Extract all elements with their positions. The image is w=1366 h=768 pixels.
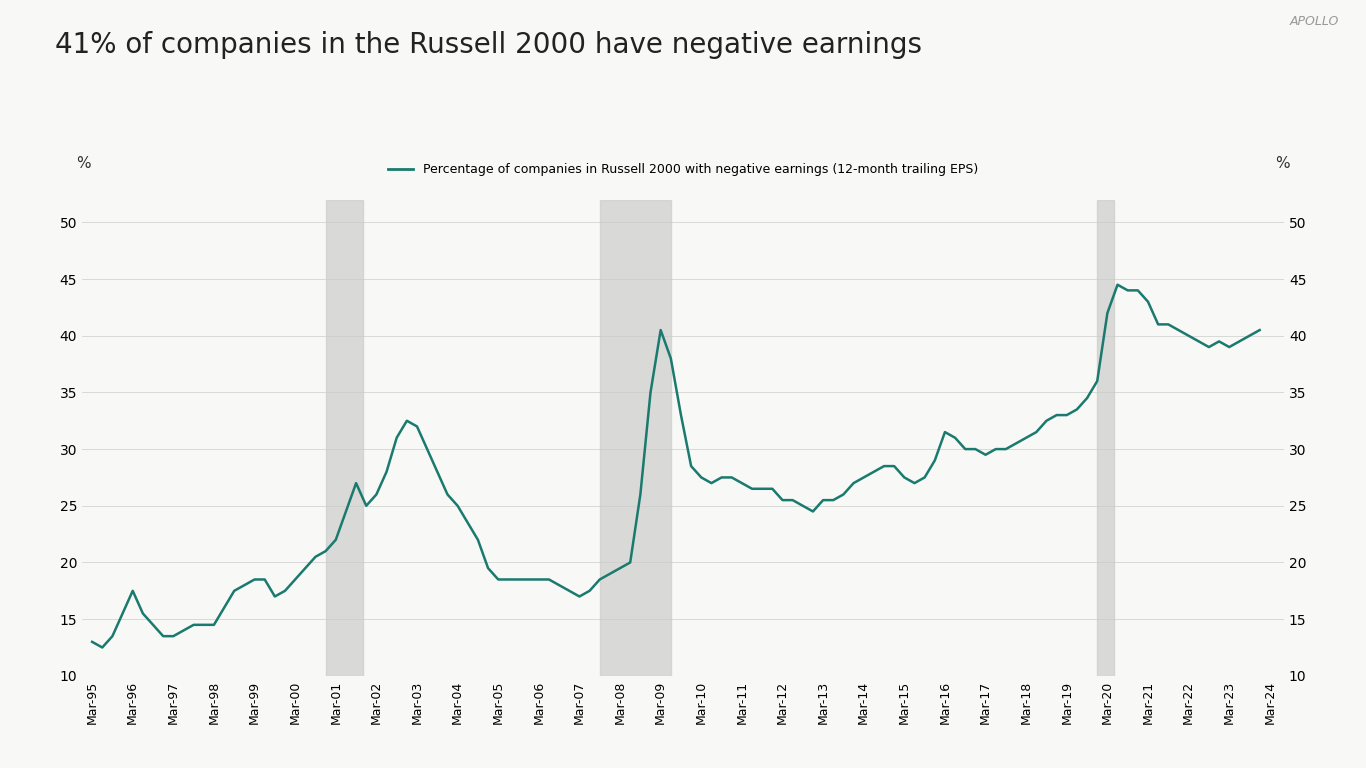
Legend: Percentage of companies in Russell 2000 with negative earnings (12-month trailin: Percentage of companies in Russell 2000 … <box>382 158 984 181</box>
Text: %: % <box>76 156 90 171</box>
Bar <box>325 200 363 676</box>
Text: APOLLO: APOLLO <box>1290 15 1339 28</box>
Text: 41% of companies in the Russell 2000 have negative earnings: 41% of companies in the Russell 2000 hav… <box>55 31 922 58</box>
Bar <box>1097 200 1115 676</box>
Text: %: % <box>1276 156 1290 171</box>
Bar <box>600 200 671 676</box>
